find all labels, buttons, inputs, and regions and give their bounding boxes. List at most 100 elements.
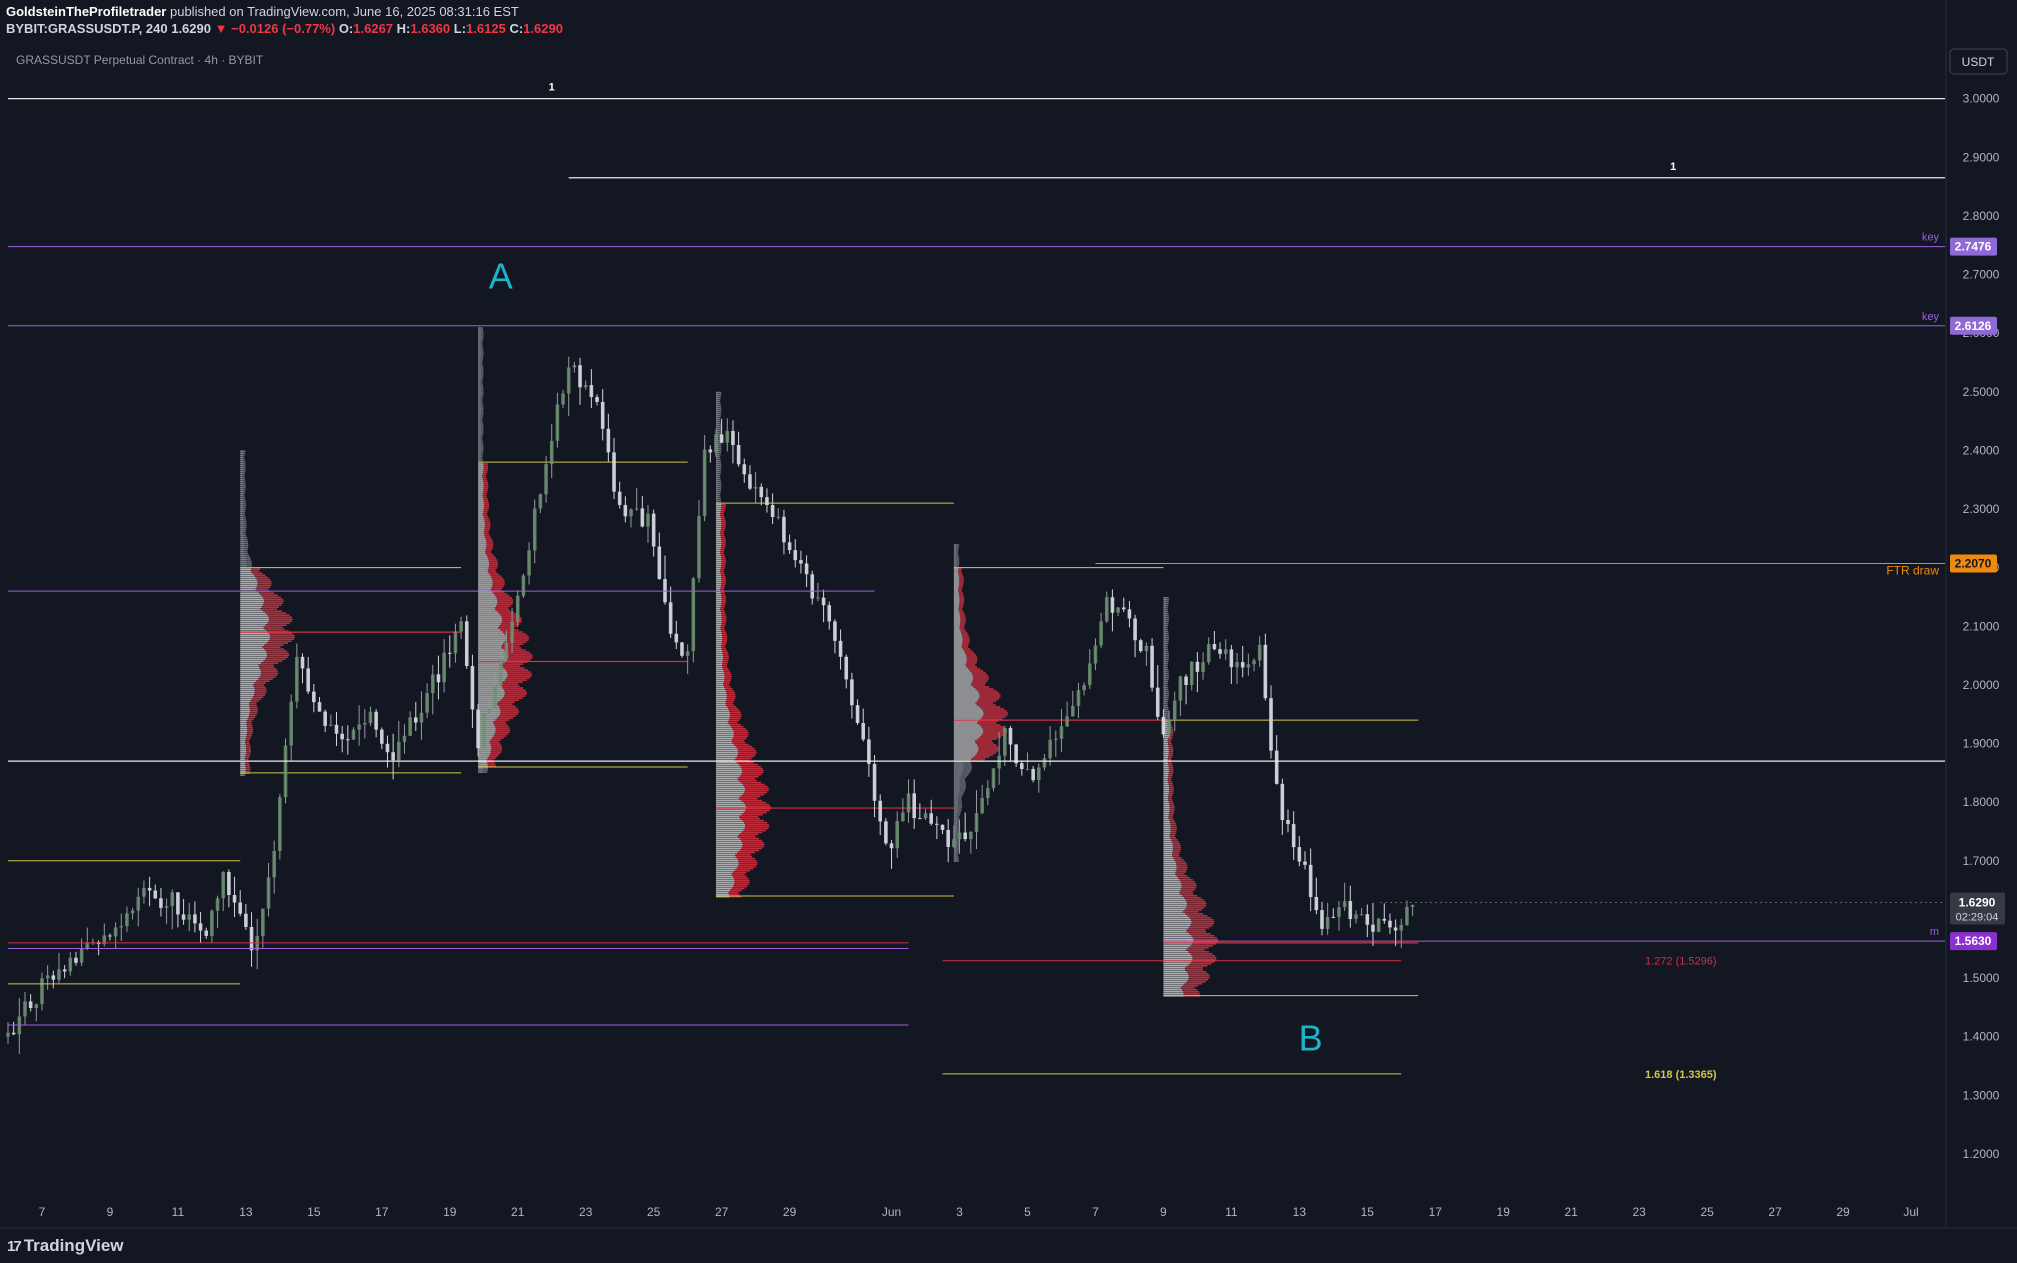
candle bbox=[538, 493, 543, 514]
candle bbox=[946, 818, 950, 863]
candle bbox=[1127, 601, 1132, 628]
candle bbox=[1246, 653, 1251, 676]
candle bbox=[1003, 725, 1007, 766]
price-tick-label: 3.0000 bbox=[1963, 92, 2000, 106]
level-label: m bbox=[1930, 926, 1939, 938]
candle bbox=[470, 654, 475, 728]
tradingview-logo[interactable]: 17 TradingView bbox=[7, 1236, 124, 1256]
candle bbox=[1053, 730, 1058, 757]
publish-info: GoldsteinTheProfiletrader published on T… bbox=[6, 4, 519, 19]
price-badge-text: 2.6126 bbox=[1955, 319, 1992, 333]
candle bbox=[991, 768, 996, 792]
candle bbox=[1150, 638, 1154, 692]
candle bbox=[85, 927, 90, 951]
tradingview-brand: TradingView bbox=[23, 1236, 124, 1255]
candle bbox=[901, 798, 905, 822]
candle bbox=[11, 1021, 16, 1036]
candle bbox=[623, 496, 628, 523]
price-tick-label: 2.1000 bbox=[1963, 619, 2000, 633]
time-axis: 7 9 11 13 15 17 19 21 23 25 27 29 Jun 3 5 7 9 11 13 15 17 19 2… bbox=[39, 1205, 1919, 1219]
candle bbox=[759, 483, 764, 506]
candle bbox=[74, 951, 78, 966]
candle bbox=[1070, 690, 1075, 717]
candle bbox=[442, 639, 446, 693]
candle bbox=[340, 725, 344, 753]
candle bbox=[821, 589, 826, 623]
volume-profile-5 bbox=[1163, 596, 1419, 997]
candle bbox=[527, 542, 531, 585]
currency-button[interactable]: USDT bbox=[1949, 48, 2008, 75]
volume-profile-2 bbox=[478, 327, 688, 773]
candle bbox=[1082, 682, 1086, 696]
candle bbox=[600, 389, 605, 441]
candle bbox=[1235, 652, 1239, 685]
candle bbox=[793, 539, 798, 568]
time-tick-label: 21 bbox=[1565, 1205, 1579, 1219]
time-tick-label: 27 bbox=[715, 1205, 729, 1219]
candle bbox=[346, 725, 350, 755]
time-tick-label: 11 bbox=[172, 1205, 185, 1219]
candle bbox=[1354, 910, 1358, 924]
time-tick-label: 15 bbox=[307, 1205, 321, 1219]
candle bbox=[295, 643, 299, 709]
candle bbox=[929, 799, 933, 826]
fib-label: 1.272 (1.5296) bbox=[1645, 956, 1717, 968]
time-tick-label: 23 bbox=[1632, 1205, 1646, 1219]
candle bbox=[1274, 735, 1279, 785]
time-tick-label: 9 bbox=[1160, 1205, 1167, 1219]
candle bbox=[210, 909, 214, 943]
close-label: C: bbox=[509, 21, 524, 36]
candle bbox=[476, 704, 480, 757]
level-label: 1 bbox=[1670, 161, 1676, 173]
price-tick-label: 1.5000 bbox=[1963, 971, 2000, 985]
candle bbox=[1031, 766, 1035, 783]
candle bbox=[668, 586, 673, 638]
candle bbox=[1099, 612, 1103, 649]
candle bbox=[249, 912, 254, 967]
candle bbox=[1223, 639, 1228, 660]
candle bbox=[1263, 633, 1268, 701]
close-value: 1.6290 bbox=[523, 21, 563, 36]
time-tick-label: 13 bbox=[239, 1205, 253, 1219]
candle bbox=[782, 509, 786, 555]
annotation-label-a: A bbox=[489, 256, 513, 297]
candle bbox=[799, 550, 803, 574]
candle bbox=[215, 895, 220, 928]
candle bbox=[651, 509, 656, 557]
price-badge: 2.6126 bbox=[1950, 316, 1997, 335]
candle bbox=[561, 389, 565, 409]
candle bbox=[918, 803, 922, 820]
candle bbox=[176, 892, 180, 928]
candle bbox=[595, 394, 599, 406]
candle bbox=[1399, 918, 1404, 949]
time-tick-label: Jul bbox=[1903, 1205, 1918, 1219]
annotation-label-b: B bbox=[1299, 1018, 1323, 1059]
level-label: FTR draw bbox=[1886, 564, 1939, 578]
price-tick-label: 2.0000 bbox=[1963, 678, 2000, 692]
candle bbox=[244, 904, 248, 930]
candle bbox=[28, 994, 33, 1012]
candle bbox=[555, 392, 560, 448]
candle bbox=[1155, 665, 1160, 721]
candle bbox=[884, 818, 888, 846]
time-tick-label: 19 bbox=[443, 1205, 457, 1219]
candle bbox=[844, 654, 849, 689]
symbol-label[interactable]: BYBIT:GRASSUSDT.P, 240 bbox=[6, 21, 168, 36]
candle bbox=[453, 623, 458, 663]
candle bbox=[170, 889, 175, 930]
horizontal-levels: 1 1 key key FTR draw m 1.272 (1.5296) 1.618 (1.… bbox=[8, 82, 1945, 1081]
time-tick-label: 5 bbox=[1024, 1205, 1031, 1219]
candle bbox=[1059, 708, 1064, 753]
chart-legend-title: GRASSUSDT Perpetual Contract · 4h · BYBI… bbox=[16, 53, 264, 67]
price-tick-label: 2.9000 bbox=[1963, 150, 2000, 164]
candle bbox=[719, 418, 724, 444]
candle bbox=[504, 630, 509, 662]
author-name[interactable]: GoldsteinTheProfiletrader bbox=[6, 4, 167, 19]
candle bbox=[986, 780, 990, 806]
candle bbox=[1337, 901, 1341, 931]
candle bbox=[1365, 904, 1370, 938]
candle bbox=[1087, 649, 1092, 689]
candle bbox=[425, 683, 429, 719]
